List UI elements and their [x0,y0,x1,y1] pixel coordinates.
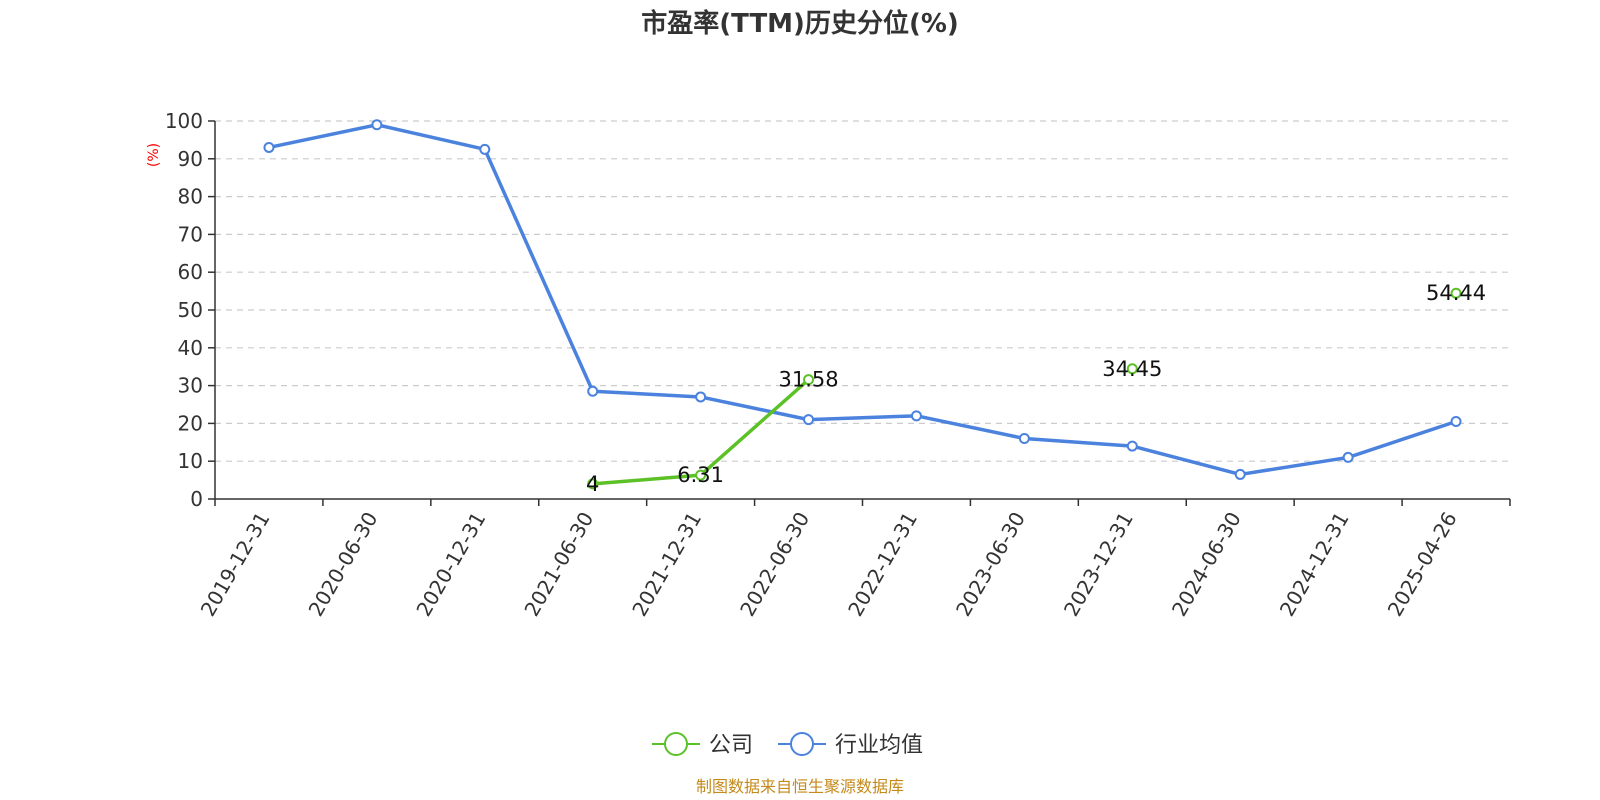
x-tick-label: 2021-12-31 [627,508,706,621]
data-point[interactable] [479,143,491,155]
data-point[interactable] [695,469,707,481]
data-point[interactable] [910,410,922,422]
x-tick-label: 2022-12-31 [843,508,922,621]
legend-item-company[interactable]: 公司 [652,732,753,758]
x-tick-label: 2023-06-30 [951,508,1030,621]
x-tick-label: 2024-06-30 [1167,508,1246,621]
x-tick-label: 2023-12-31 [1059,508,1138,621]
y-tick-label: 40 [178,336,203,360]
y-axis-label: (%) [146,143,162,167]
data-point[interactable] [587,478,599,490]
data-label: 6.31 [677,463,724,487]
data-point[interactable] [263,141,275,153]
data-point[interactable] [803,374,815,386]
legend-item-industry-average[interactable]: 行业均值 [778,732,923,758]
data-label: 54.44 [1426,281,1486,305]
data-point[interactable] [1450,287,1462,299]
data-point[interactable] [1450,416,1462,428]
y-tick-label: 60 [178,260,203,284]
series-line [268,123,1457,477]
x-axis: 2019-12-31 2020-06-30 2020-12-31 2021-06-30… [196,498,1511,621]
y-tick-label: 20 [178,411,203,435]
legend-label: 公司 [709,733,753,758]
x-tick-label: 2025-04-26 [1383,508,1462,621]
y-tick-label: 100 [165,109,203,133]
chart-title: 市盈率(TTM)历史分位(%) [641,8,959,39]
legend-label: 行业均值 [835,733,923,758]
source-note: 制图数据来自恒生聚源数据库 [696,777,904,796]
data-label: 31.58 [778,368,838,392]
legend[interactable]: 公司 行业均值 [652,732,923,758]
x-tick-label: 2024-12-31 [1275,508,1354,621]
series-company: 4 6.31 31.58 34.45 54.44 [586,281,1486,496]
x-tick-label: 2019-12-31 [196,508,275,621]
y-tick-label: 70 [178,222,203,246]
x-tick-label: 2021-06-30 [519,508,598,621]
y-tick-label: 10 [178,449,203,473]
legend-marker [790,732,814,756]
x-tick-label: 2020-12-31 [411,508,490,621]
y-tick-label: 50 [178,298,203,322]
data-point[interactable] [1342,451,1354,463]
y-tick-label: 30 [178,374,203,398]
data-point[interactable] [803,414,815,426]
series-industry-average [263,119,1462,480]
legend-marker [664,732,688,756]
y-tick-label: 0 [190,487,203,511]
data-point[interactable] [1126,440,1138,452]
data-label: 4 [586,472,599,496]
y-tick-label: 90 [178,147,203,171]
data-point[interactable] [587,385,599,397]
data-point[interactable] [371,119,383,131]
y-tick-label: 80 [178,185,203,209]
data-point[interactable] [695,391,707,403]
grid-lines [215,120,1510,462]
x-tick-label: 2022-06-30 [735,508,814,621]
data-point[interactable] [1126,363,1138,375]
data-label: 34.45 [1102,357,1162,381]
data-point[interactable] [1234,468,1246,480]
series-layer: 4 6.31 31.58 34.45 54.44 [263,119,1486,496]
x-tick-label: 2020-06-30 [304,508,383,621]
y-axis: 0 10 20 30 40 50 60 70 80 90 100 [165,109,216,511]
data-point[interactable] [1018,433,1030,445]
